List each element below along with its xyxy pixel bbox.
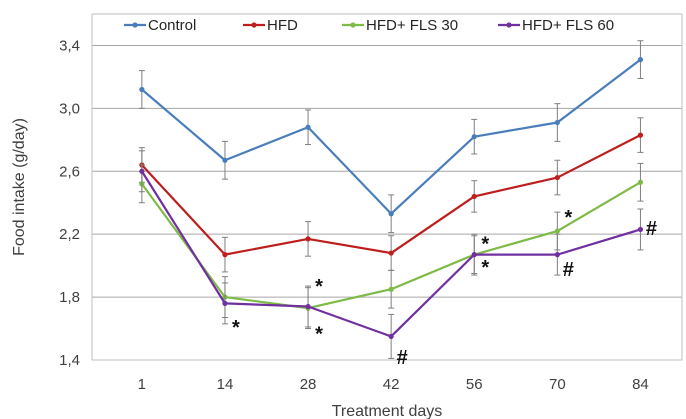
- significance-marker: *: [481, 234, 489, 256]
- data-point: [554, 119, 560, 126]
- data-point: [305, 236, 311, 242]
- gridlines: [92, 44, 682, 361]
- data-point: [388, 211, 394, 217]
- significance-marker: #: [646, 218, 657, 240]
- y-tick-labels: 1,4 1,8 2,2 2,6 3,0 3,4: [59, 37, 80, 369]
- y-tick-label: 3,0: [59, 100, 80, 117]
- data-point: [471, 193, 477, 200]
- data-point: [637, 179, 644, 185]
- data-point: [554, 174, 560, 181]
- data-point: [388, 286, 394, 292]
- data-point: [471, 252, 477, 258]
- significance-annotations: ***#***##: [232, 207, 657, 369]
- data-point: [222, 157, 228, 163]
- legend-label: HFD+ FLS 30: [366, 17, 458, 34]
- legend-label: HFD+ FLS 60: [522, 17, 614, 34]
- data-point: [471, 134, 477, 140]
- y-tick-label: 2,2: [59, 226, 80, 243]
- x-axis-label: Treatment days: [332, 403, 443, 419]
- data-point: [637, 132, 644, 138]
- legend-label: HFD: [267, 17, 298, 34]
- x-tick-label: 56: [466, 376, 483, 393]
- y-tick-label: 1,8: [59, 289, 80, 306]
- series-control: [138, 40, 644, 234]
- significance-marker: *: [315, 323, 323, 345]
- y-tick-label: 2,6: [59, 163, 80, 180]
- data-point: [388, 250, 394, 256]
- series-hfd-fls-60: [138, 150, 644, 359]
- x-tick-label: 84: [632, 376, 649, 393]
- x-tick-label: 42: [383, 376, 400, 393]
- significance-marker: #: [563, 259, 574, 281]
- legend-marker: [251, 22, 257, 28]
- series-line: [141, 58, 642, 215]
- data-point: [305, 124, 311, 130]
- x-tick-label: 28: [300, 376, 317, 393]
- data-point: [637, 226, 644, 233]
- legend-label: Control: [148, 17, 196, 34]
- x-tick-labels: 1 14 28 42 56 70 84: [138, 376, 649, 393]
- data-point: [222, 300, 228, 306]
- data-point: [554, 252, 560, 258]
- significance-marker: *: [481, 257, 489, 279]
- significance-marker: *: [315, 276, 323, 298]
- legend-marker: [506, 22, 512, 28]
- legend: Control HFD HFD+ FLS 30 HFD+ FLS 60: [124, 17, 614, 34]
- data-point: [139, 168, 145, 174]
- data-point: [139, 86, 145, 93]
- plot-area-frame: [91, 13, 683, 361]
- x-tick-label: 14: [217, 376, 234, 393]
- significance-marker: *: [564, 207, 572, 229]
- y-axis-label: Food intake (g/day): [11, 118, 28, 256]
- x-tick-label: 70: [549, 376, 566, 393]
- data-point: [388, 333, 394, 340]
- y-tick-label: 1,4: [59, 352, 80, 369]
- significance-marker: #: [397, 347, 408, 369]
- x-tick-label: 1: [138, 376, 146, 393]
- legend-marker: [350, 22, 356, 28]
- data-point: [222, 252, 228, 258]
- data-point: [637, 57, 644, 63]
- y-tick-label: 3,4: [59, 37, 80, 54]
- significance-marker: *: [232, 317, 240, 339]
- data-point: [305, 303, 311, 310]
- legend-marker: [132, 22, 138, 28]
- series-lines: [138, 40, 644, 359]
- data-point: [554, 228, 560, 234]
